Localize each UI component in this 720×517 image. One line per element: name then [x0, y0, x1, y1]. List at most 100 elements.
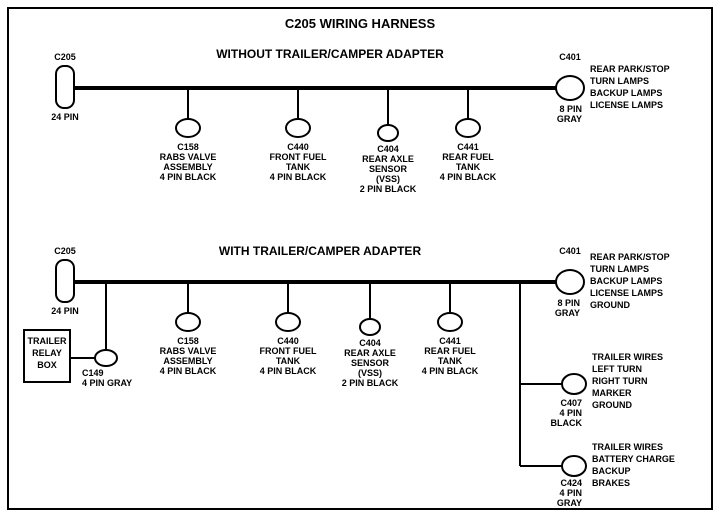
c158-icon — [176, 119, 200, 137]
c401-l4: LICENSE LAMPS — [590, 100, 663, 110]
svg-text:TANK: TANK — [456, 162, 481, 172]
top-harness: WITHOUT TRAILER/CAMPER ADAPTER C205 24 P… — [51, 47, 669, 194]
dropb-c158: C158 RABS VALVE ASSEMBLY 4 PIN BLACK — [160, 282, 217, 376]
svg-text:RABS VALVE: RABS VALVE — [160, 346, 217, 356]
svg-text:MARKER: MARKER — [592, 388, 632, 398]
svg-text:4 PIN: 4 PIN — [559, 488, 582, 498]
svg-text:BLACK: BLACK — [551, 418, 583, 428]
top-subtitle: WITHOUT TRAILER/CAMPER ADAPTER — [216, 47, 444, 61]
svg-text:ASSEMBLY: ASSEMBLY — [163, 162, 212, 172]
svg-text:TRAILER: TRAILER — [28, 336, 67, 346]
svg-text:REAR PARK/STOP: REAR PARK/STOP — [590, 252, 670, 262]
dropb-c441: C441 REAR FUEL TANK 4 PIN BLACK — [422, 282, 479, 376]
drop-c440: C440 FRONT FUEL TANK 4 PIN BLACK — [270, 88, 327, 182]
svg-text:C158: C158 — [177, 142, 199, 152]
svg-text:C404: C404 — [377, 144, 399, 154]
svg-text:4 PIN BLACK: 4 PIN BLACK — [160, 366, 217, 376]
svg-text:BACKUP LAMPS: BACKUP LAMPS — [590, 276, 662, 286]
svg-text:24 PIN: 24 PIN — [51, 306, 79, 316]
c401-l1: REAR PARK/STOP — [590, 64, 670, 74]
drop-c158: C158 RABS VALVE ASSEMBLY 4 PIN BLACK — [160, 88, 217, 182]
svg-text:RABS VALVE: RABS VALVE — [160, 152, 217, 162]
dropb-c404: C404 REAR AXLE SENSOR (VSS) 2 PIN BLACK — [342, 282, 399, 388]
svg-text:C441: C441 — [457, 142, 479, 152]
svg-text:BOX: BOX — [37, 360, 57, 370]
svg-text:LICENSE LAMPS: LICENSE LAMPS — [590, 288, 663, 298]
svg-text:GRAY: GRAY — [555, 308, 580, 318]
svg-text:TANK: TANK — [438, 356, 463, 366]
c401-pins: 8 PIN — [559, 104, 582, 114]
svg-text:RELAY: RELAY — [32, 348, 62, 358]
svg-text:4 PIN BLACK: 4 PIN BLACK — [440, 172, 497, 182]
c401-l3: BACKUP LAMPS — [590, 88, 662, 98]
svg-text:C424: C424 — [560, 478, 582, 488]
svg-text:RIGHT TURN: RIGHT TURN — [592, 376, 648, 386]
extra-branches: C407 4 PIN BLACK TRAILER WIRES LEFT TURN… — [520, 282, 675, 508]
svg-text:REAR FUEL: REAR FUEL — [424, 346, 476, 356]
c205-connector — [56, 66, 74, 108]
c205-id: C205 — [54, 52, 76, 62]
svg-text:2 PIN BLACK: 2 PIN BLACK — [342, 378, 399, 388]
svg-text:C441: C441 — [439, 336, 461, 346]
c401-color: GRAY — [557, 114, 582, 124]
bottom-harness: WITH TRAILER/CAMPER ADAPTER C205 24 PIN … — [24, 244, 675, 508]
svg-text:REAR AXLE: REAR AXLE — [344, 348, 396, 358]
svg-text:4 PIN BLACK: 4 PIN BLACK — [270, 172, 327, 182]
svg-text:C404: C404 — [359, 338, 381, 348]
svg-text:TANK: TANK — [286, 162, 311, 172]
svg-text:4 PIN BLACK: 4 PIN BLACK — [422, 366, 479, 376]
svg-text:SENSOR: SENSOR — [351, 358, 390, 368]
bottom-subtitle: WITH TRAILER/CAMPER ADAPTER — [219, 244, 422, 258]
svg-text:TANK: TANK — [276, 356, 301, 366]
c401-connector — [556, 76, 584, 100]
svg-text:C440: C440 — [287, 142, 309, 152]
svg-text:2 PIN BLACK: 2 PIN BLACK — [360, 184, 417, 194]
svg-text:REAR FUEL: REAR FUEL — [442, 152, 494, 162]
svg-text:FRONT FUEL: FRONT FUEL — [270, 152, 327, 162]
svg-text:REAR AXLE: REAR AXLE — [362, 154, 414, 164]
svg-text:GROUND: GROUND — [592, 400, 632, 410]
c440-icon — [286, 119, 310, 137]
svg-text:SENSOR: SENSOR — [369, 164, 408, 174]
svg-text:GRAY: GRAY — [557, 498, 582, 508]
svg-text:4 PIN BLACK: 4 PIN BLACK — [260, 366, 317, 376]
svg-text:C401: C401 — [559, 246, 581, 256]
svg-text:TRAILER WIRES: TRAILER WIRES — [592, 442, 663, 452]
svg-text:8 PIN: 8 PIN — [557, 298, 580, 308]
svg-text:C158: C158 — [177, 336, 199, 346]
c404-icon — [378, 125, 398, 141]
dropb-c440: C440 FRONT FUEL TANK 4 PIN BLACK — [260, 282, 317, 376]
svg-text:(VSS): (VSS) — [376, 174, 400, 184]
wiring-diagram: C205 WIRING HARNESS WITHOUT TRAILER/CAMP… — [0, 0, 720, 517]
c401b-connector — [556, 270, 584, 294]
svg-text:(VSS): (VSS) — [358, 368, 382, 378]
svg-text:BACKUP: BACKUP — [592, 466, 631, 476]
c424-icon — [562, 456, 586, 476]
svg-text:BATTERY CHARGE: BATTERY CHARGE — [592, 454, 675, 464]
svg-text:C205: C205 — [54, 246, 76, 256]
c149-icon — [95, 350, 117, 366]
c441-icon — [456, 119, 480, 137]
c205b-connector — [56, 260, 74, 302]
svg-text:BRAKES: BRAKES — [592, 478, 630, 488]
svg-text:FRONT FUEL: FRONT FUEL — [260, 346, 317, 356]
trailer-relay-branch: TRAILER RELAY BOX C149 4 PIN GRAY — [24, 282, 132, 388]
svg-text:ASSEMBLY: ASSEMBLY — [163, 356, 212, 366]
svg-text:TRAILER WIRES: TRAILER WIRES — [592, 352, 663, 362]
svg-text:C407: C407 — [560, 398, 582, 408]
svg-text:4 PIN BLACK: 4 PIN BLACK — [160, 172, 217, 182]
drop-c441: C441 REAR FUEL TANK 4 PIN BLACK — [440, 88, 497, 182]
drop-c404: C404 REAR AXLE SENSOR (VSS) 2 PIN BLACK — [360, 88, 417, 194]
svg-text:GROUND: GROUND — [590, 300, 630, 310]
c407-icon — [562, 374, 586, 394]
svg-text:4 PIN GRAY: 4 PIN GRAY — [82, 378, 132, 388]
c205-pins: 24 PIN — [51, 112, 79, 122]
svg-text:LEFT TURN: LEFT TURN — [592, 364, 642, 374]
diagram-title: C205 WIRING HARNESS — [285, 16, 436, 31]
svg-text:C440: C440 — [277, 336, 299, 346]
svg-text:C149: C149 — [82, 368, 104, 378]
c401-l2: TURN LAMPS — [590, 76, 649, 86]
c401-id: C401 — [559, 52, 581, 62]
svg-text:TURN LAMPS: TURN LAMPS — [590, 264, 649, 274]
svg-text:4 PIN: 4 PIN — [559, 408, 582, 418]
